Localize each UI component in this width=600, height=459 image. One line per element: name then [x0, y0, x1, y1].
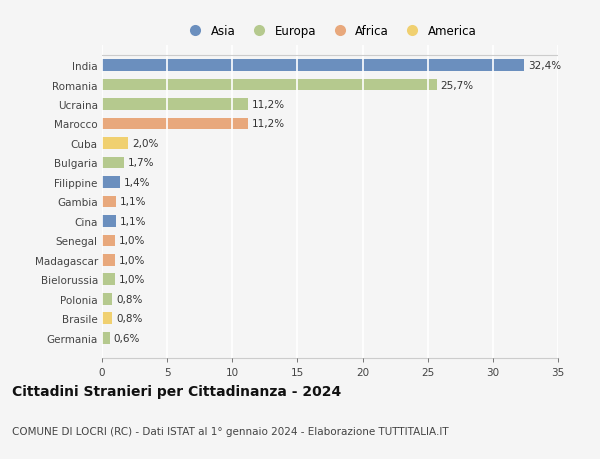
Text: 1,4%: 1,4% — [124, 178, 151, 188]
Bar — [102, 293, 112, 305]
Text: 1,1%: 1,1% — [120, 197, 147, 207]
Bar — [102, 79, 437, 91]
Bar — [102, 138, 128, 150]
Text: COMUNE DI LOCRI (RC) - Dati ISTAT al 1° gennaio 2024 - Elaborazione TUTTITALIA.I: COMUNE DI LOCRI (RC) - Dati ISTAT al 1° … — [12, 426, 449, 436]
Bar — [102, 235, 115, 246]
Bar — [102, 118, 248, 130]
Text: 32,4%: 32,4% — [528, 61, 561, 71]
Text: 1,0%: 1,0% — [119, 236, 145, 246]
Text: 1,0%: 1,0% — [119, 255, 145, 265]
Bar — [102, 216, 116, 227]
Text: 11,2%: 11,2% — [252, 119, 285, 129]
Text: 1,0%: 1,0% — [119, 274, 145, 285]
Bar — [102, 99, 248, 111]
Text: 0,6%: 0,6% — [114, 333, 140, 343]
Text: 1,7%: 1,7% — [128, 158, 155, 168]
Bar — [102, 60, 524, 72]
Text: 0,8%: 0,8% — [116, 294, 143, 304]
Bar — [102, 254, 115, 266]
Text: 11,2%: 11,2% — [252, 100, 285, 110]
Legend: Asia, Europa, Africa, America: Asia, Europa, Africa, America — [179, 21, 481, 43]
Text: 25,7%: 25,7% — [441, 80, 474, 90]
Bar — [102, 313, 112, 325]
Text: 2,0%: 2,0% — [132, 139, 158, 149]
Bar — [102, 332, 110, 344]
Text: 0,8%: 0,8% — [116, 313, 143, 324]
Bar — [102, 274, 115, 285]
Text: 1,1%: 1,1% — [120, 216, 147, 226]
Text: Cittadini Stranieri per Cittadinanza - 2024: Cittadini Stranieri per Cittadinanza - 2… — [12, 384, 341, 398]
Bar — [102, 196, 116, 208]
Bar — [102, 157, 124, 169]
Bar — [102, 177, 120, 188]
